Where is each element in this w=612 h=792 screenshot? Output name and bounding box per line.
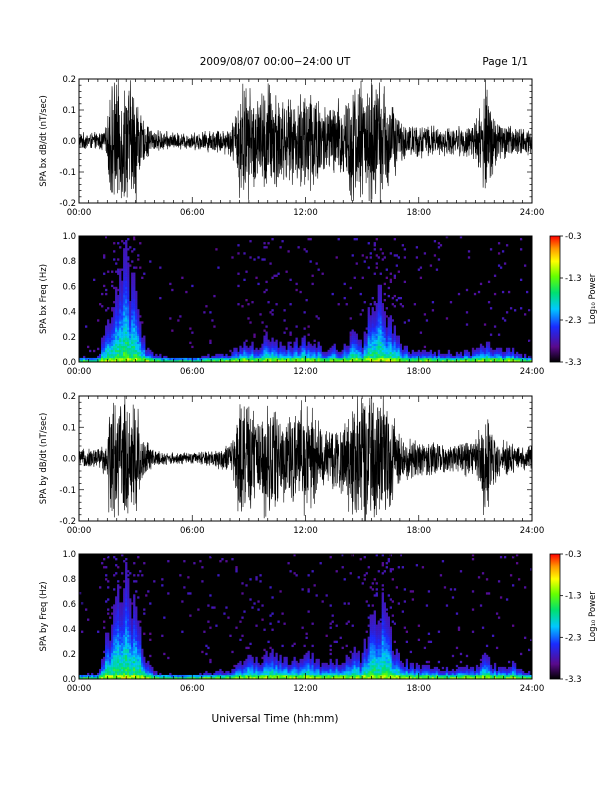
x-tick-label: 06:00	[180, 684, 205, 694]
y-tick-label: -0.2	[59, 199, 76, 209]
colorbar-scale	[549, 235, 561, 363]
y-tick-label: -0.1	[59, 168, 76, 178]
x-tick-label: 06:00	[180, 208, 205, 218]
x-tick-label: 24:00	[520, 208, 545, 218]
y-tick-label: 0.8	[62, 575, 76, 585]
colorbar-label: Log₁₀ Power	[588, 591, 598, 642]
x-tick-label: 18:00	[407, 684, 432, 694]
y-tick-label: 0.6	[62, 282, 76, 292]
panel-3: 00:00 06:00 12:00 18:00 24:00 -0.2 -0.1 0.0 0.1 0…	[39, 392, 544, 536]
y-tick-label: 0.6	[62, 600, 76, 610]
x-tick-label: 24:00	[520, 367, 545, 377]
colorbar-tick-label: -1.3	[565, 274, 582, 284]
y-tick-label: 0.2	[62, 392, 76, 402]
x-tick-label: 18:00	[407, 208, 432, 218]
spectrogram-cells	[79, 554, 533, 680]
x-axis-title: Universal Time (hh:mm)	[212, 713, 339, 725]
y-tick-label: 0.8	[62, 257, 76, 267]
x-tick-label: 24:00	[520, 526, 545, 536]
panel-2: -0.3 -1.3 -2.3 -3.3 Log₁₀ Power 00:00 06:00 12:…	[39, 232, 598, 377]
y-tick-label: 1.0	[62, 232, 76, 242]
colorbar-tick-label: -3.3	[565, 358, 582, 368]
y-tick-label: 0.2	[62, 650, 76, 660]
colorbar-tick-label: -3.3	[565, 675, 582, 685]
y-tick-label: 1.0	[62, 550, 76, 560]
panel-4: -0.3 -1.3 -2.3 -3.3 Log₁₀ Power 00:00 06:00 12:…	[39, 550, 598, 694]
x-tick-label: 24:00	[520, 684, 545, 694]
y-tick-label: 0.0	[62, 358, 76, 368]
y-tick-label: 0.0	[62, 137, 76, 147]
x-tick-label: 18:00	[407, 367, 432, 377]
y-tick-label: -0.1	[59, 486, 76, 496]
y-tick-label: 0.1	[62, 423, 76, 433]
time-series-trace	[78, 78, 533, 204]
spectrogram-cells	[79, 236, 533, 363]
x-tick-label: 06:00	[180, 526, 205, 536]
y-axis-title: SPA bx dB/dt (nT/sec)	[39, 95, 49, 187]
y-tick-label: 0.0	[62, 455, 76, 465]
y-tick-label: 0.4	[62, 625, 76, 635]
y-tick-label: 0.1	[62, 106, 76, 116]
x-tick-label: 00:00	[67, 526, 92, 536]
x-tick-label: 12:00	[293, 526, 318, 536]
colorbar-tick-label: -0.3	[565, 550, 582, 560]
x-tick-label: 12:00	[293, 367, 318, 377]
colorbar: -0.3 -1.3 -2.3 -3.3 Log₁₀ Power	[549, 550, 598, 685]
time-series-trace	[78, 395, 533, 522]
y-tick-label: 0.2	[62, 75, 76, 85]
y-axis-title: SPA bx Freq (Hz)	[39, 264, 49, 334]
y-axis-title: SPA by dB/dt (nT/sec)	[39, 413, 49, 505]
colorbar-tick-label: -2.3	[565, 316, 582, 326]
y-tick-label: 0.0	[62, 675, 76, 685]
x-tick-label: 12:00	[293, 208, 318, 218]
x-tick-label: 00:00	[67, 684, 92, 694]
colorbar-tick-label: -1.3	[565, 592, 582, 602]
panel-1: 00:00 06:00 12:00 18:00 24:00 -0.2 -0.1 0.0 0.1 0…	[39, 75, 544, 218]
colorbar-tick-label: -2.3	[565, 633, 582, 643]
y-tick-label: 0.2	[62, 333, 76, 343]
y-axis-title: SPA by Freq (Hz)	[39, 581, 49, 651]
y-tick-label: -0.2	[59, 517, 76, 527]
figure-title: 2009/08/07 00:00−24:00 UT	[200, 56, 351, 68]
colorbar-label: Log₁₀ Power	[588, 273, 598, 324]
colorbar-scale	[549, 553, 561, 680]
x-tick-label: 18:00	[407, 526, 432, 536]
x-tick-label: 12:00	[293, 684, 318, 694]
colorbar: -0.3 -1.3 -2.3 -3.3 Log₁₀ Power	[549, 232, 598, 368]
x-tick-label: 06:00	[180, 367, 205, 377]
x-tick-label: 00:00	[67, 367, 92, 377]
colorbar-tick-label: -0.3	[565, 232, 582, 242]
y-tick-label: 0.4	[62, 308, 76, 318]
page-indicator: Page 1/1	[482, 56, 528, 68]
x-tick-label: 00:00	[67, 208, 92, 218]
